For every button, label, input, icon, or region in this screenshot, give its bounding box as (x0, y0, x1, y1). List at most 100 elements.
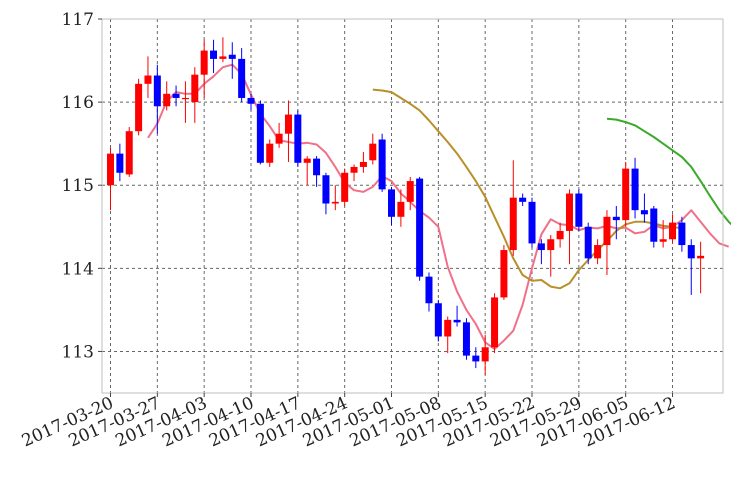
candle-body-up (341, 172, 349, 202)
candle (575, 189, 583, 231)
candle-body-up (303, 158, 311, 163)
candle (472, 347, 480, 369)
candle-body-up (659, 239, 667, 242)
candle-body-up (135, 83, 143, 132)
candle (153, 64, 161, 134)
candle (172, 85, 180, 107)
candle-body-down (172, 93, 180, 98)
candle (519, 193, 527, 206)
candle (369, 133, 377, 165)
candle (238, 48, 246, 103)
candle-body-up (266, 143, 274, 163)
candle (640, 193, 648, 223)
candle-body-down (425, 276, 433, 304)
candle-body-up (125, 131, 133, 175)
candle-body-down (116, 153, 124, 173)
candle-body-down (153, 75, 161, 107)
candle-body-down (210, 50, 218, 59)
y-tick-label: 115 (62, 176, 94, 196)
candle (481, 334, 489, 375)
candle (603, 210, 611, 275)
candle (303, 156, 311, 186)
candle-body-down (519, 197, 527, 202)
candle-body-up (622, 168, 630, 221)
candle-body-up (163, 93, 171, 107)
candle-body-up (107, 153, 114, 186)
candle (678, 216, 686, 252)
candle (491, 293, 499, 354)
candle-body-down (650, 208, 658, 242)
candle-body-down (434, 303, 442, 337)
candle-body-down (453, 319, 461, 323)
candle-body-up (594, 245, 602, 259)
candle (453, 305, 461, 327)
candle-body-down (575, 193, 583, 227)
candle-body-down (238, 58, 246, 98)
candle-body-down (256, 103, 264, 163)
candle (191, 67, 199, 123)
candle (331, 185, 339, 211)
candle-body-up (669, 222, 677, 240)
ma-50-line (606, 117, 731, 226)
y-tick-label: 113 (62, 342, 94, 362)
candle (256, 100, 264, 165)
candle (359, 151, 367, 173)
candle-body-down (313, 158, 321, 176)
candle (247, 93, 255, 111)
candle-body-up (547, 239, 555, 251)
candle (500, 245, 508, 300)
candle-body-down (537, 243, 545, 251)
candle-body-up (565, 193, 573, 231)
candle-body-down (294, 114, 302, 163)
candle-body-up (556, 230, 564, 240)
candle (200, 39, 208, 98)
candle-body-down (631, 168, 639, 211)
candle (556, 222, 564, 248)
candle (434, 299, 442, 342)
candle-body-down (247, 97, 255, 104)
candle (612, 206, 620, 240)
candle (294, 110, 302, 167)
candle (219, 37, 227, 63)
candle-body-up (603, 216, 611, 246)
candle (350, 164, 358, 182)
plot-frame (101, 18, 724, 394)
candle (659, 220, 667, 248)
candle-body-up (481, 347, 489, 362)
candle (444, 316, 452, 354)
candle (406, 176, 414, 211)
candle (266, 139, 274, 167)
candle-body-down (528, 201, 536, 244)
candle-body-down (472, 355, 480, 362)
candle-body-up (697, 255, 705, 259)
candle (528, 197, 536, 248)
y-tick-label: 114 (62, 259, 94, 279)
candle (163, 81, 171, 111)
candle (565, 189, 573, 265)
candle (284, 100, 292, 162)
candle-body-up (219, 56, 227, 59)
candle-layer (107, 37, 705, 375)
candle (135, 78, 143, 136)
candle (125, 127, 133, 177)
candle (275, 122, 283, 148)
candle-body-down (462, 322, 470, 356)
y-tick-label: 116 (62, 93, 94, 113)
candle (313, 156, 321, 187)
candle (687, 239, 695, 295)
candle-body-up (191, 74, 199, 103)
candle (416, 176, 424, 281)
candle-body-up (284, 114, 292, 134)
candle (584, 222, 592, 265)
candle-body-up (181, 97, 189, 100)
candle (144, 56, 152, 98)
candle (509, 160, 517, 256)
candle (547, 235, 555, 277)
candle-body-down (228, 54, 236, 59)
candle (537, 239, 545, 265)
candle-body-down (612, 216, 620, 221)
candle-body-down (416, 178, 424, 277)
candle (322, 172, 330, 215)
candle-body-down (378, 139, 386, 190)
